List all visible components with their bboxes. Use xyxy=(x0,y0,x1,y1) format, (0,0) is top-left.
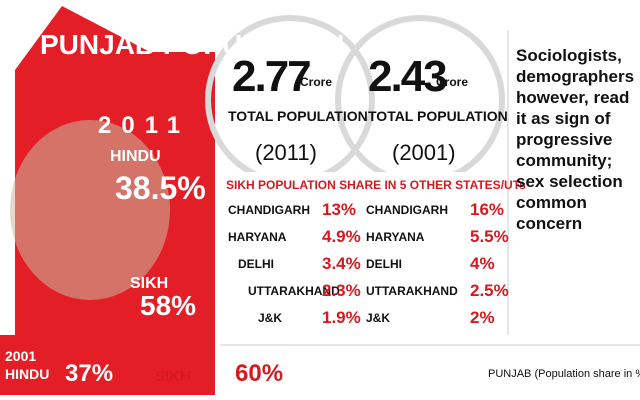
year: 2001 xyxy=(5,348,37,364)
state: HARYANA xyxy=(366,230,425,244)
share-2011: 3.4% xyxy=(322,254,361,273)
footer: PUNJAB (Population share in %) xyxy=(488,368,640,380)
state: DELHI xyxy=(366,257,402,271)
label: SIKH xyxy=(155,368,191,385)
state: CHANDIGARH xyxy=(366,203,448,217)
value: 37% xyxy=(65,360,114,387)
state: J&K xyxy=(258,311,283,325)
label: SIKH xyxy=(130,275,169,292)
table-title: SIKH POPULATION SHARE IN 5 OTHER STATES/… xyxy=(226,178,526,192)
share-2001: 2.5% xyxy=(470,281,509,300)
value: 58% xyxy=(140,290,197,321)
state: DELHI xyxy=(238,257,274,271)
share-2011: 1.9% xyxy=(322,308,361,327)
share-2001: 4% xyxy=(470,254,495,273)
total-label: TOTAL POPULATION xyxy=(368,108,508,124)
state: UTTARAKHAND xyxy=(248,284,340,298)
state: CHANDIGARH xyxy=(228,203,310,217)
state: HARYANA xyxy=(228,230,287,244)
total-year: (2001) xyxy=(392,140,456,165)
title: PUNJAB POPULATION xyxy=(40,29,345,60)
total-value: 2.77 xyxy=(232,52,312,101)
share-2011: 4.9% xyxy=(322,227,361,246)
photo-placeholder xyxy=(10,120,170,300)
label: HINDU xyxy=(110,148,161,165)
table-bg xyxy=(220,172,510,340)
share-2011: 2.3% xyxy=(322,281,361,300)
total-unit: Crore xyxy=(436,75,469,89)
total-label: TOTAL POPULATION xyxy=(228,108,368,124)
total-value: 2.43 xyxy=(368,52,448,101)
red-strip xyxy=(0,335,215,395)
total-unit: Crore xyxy=(300,75,333,89)
share-2001: 2% xyxy=(470,308,495,327)
label: HINDU xyxy=(5,366,50,382)
share-2001: 5.5% xyxy=(470,227,509,246)
value: 60% xyxy=(235,360,284,387)
note: Sociologists, demographers however, read… xyxy=(516,46,635,233)
total-year: (2011) xyxy=(255,140,317,165)
value: 38.5% xyxy=(115,170,206,206)
state: UTTARAKHAND xyxy=(366,284,458,298)
state: J&K xyxy=(366,311,391,325)
share-2011: 13% xyxy=(322,200,357,219)
year: 2011 xyxy=(98,112,191,139)
share-2001: 16% xyxy=(470,200,505,219)
